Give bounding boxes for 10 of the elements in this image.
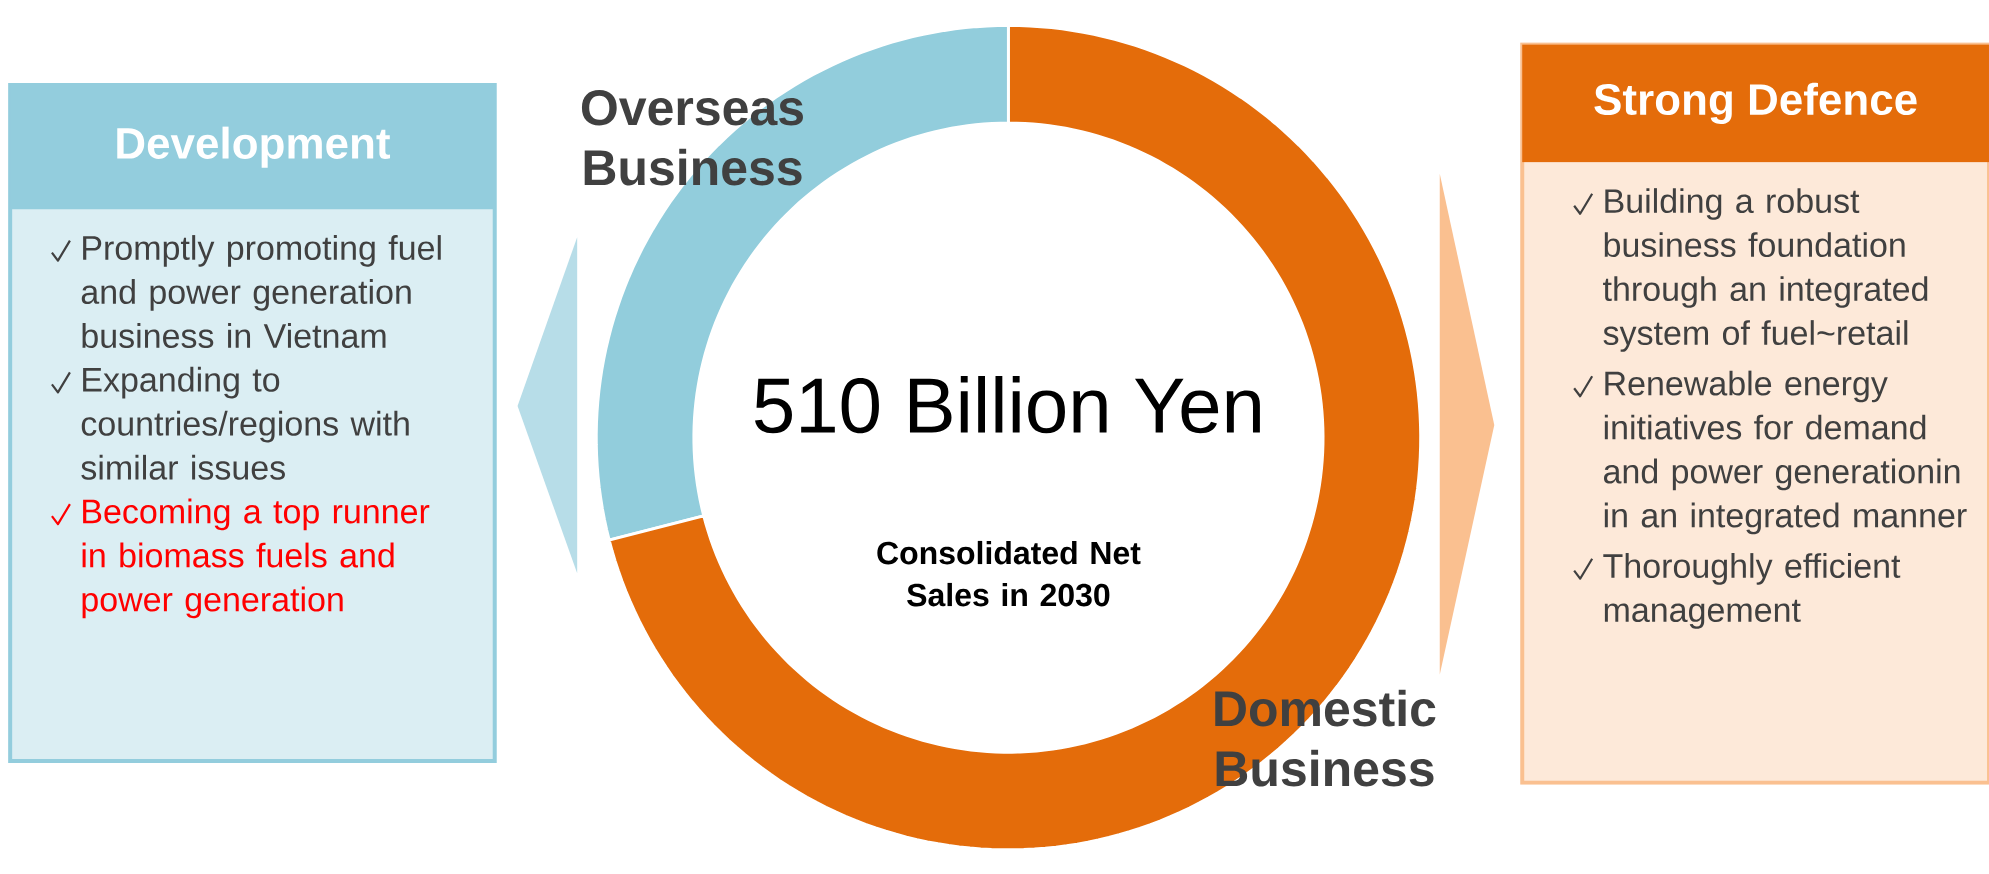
text: Development xyxy=(117,126,391,168)
text: Expanding to countries/regions with similar issues xyxy=(81,366,409,480)
text: Promptly promoting fuel and power generation business in Vietnam xyxy=(81,235,441,349)
text: Building a robust business foundation through an integrated system of fuel~retail xyxy=(1603,188,1928,352)
text: Renewable energy initiatives for demand and power generationin in an integrated manner xyxy=(1604,370,1967,535)
text: 510 Billion Yen xyxy=(755,376,1260,434)
text: Consolidated Net Sales in 2030 xyxy=(877,540,1141,607)
text: Strong Defence xyxy=(1594,82,1917,124)
text: Thoroughly efficient management xyxy=(1603,553,1901,629)
text: Becoming a top runner in biomass fuels and power generation xyxy=(82,498,430,619)
